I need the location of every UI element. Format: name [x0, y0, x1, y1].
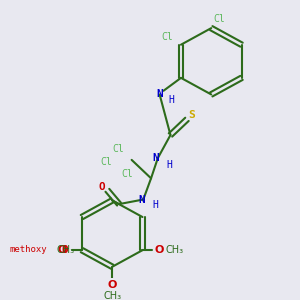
Text: N: N — [156, 89, 163, 100]
Text: CH₃: CH₃ — [57, 245, 75, 255]
Text: CH₃: CH₃ — [103, 291, 121, 300]
Text: Cl: Cl — [161, 32, 173, 42]
Text: N: N — [138, 194, 145, 205]
Text: S: S — [188, 110, 195, 120]
Text: CH₃: CH₃ — [166, 245, 184, 255]
Text: Cl: Cl — [112, 144, 124, 154]
Text: O: O — [107, 280, 117, 290]
Text: H: H — [168, 95, 174, 105]
Text: O: O — [154, 245, 164, 255]
Text: Cl: Cl — [100, 157, 112, 167]
Text: O: O — [98, 182, 105, 192]
Text: H: H — [152, 200, 158, 210]
Text: O: O — [57, 245, 66, 255]
Text: Cl: Cl — [213, 14, 225, 24]
Text: H: H — [167, 160, 172, 170]
Text: O: O — [61, 245, 68, 255]
Text: Cl: Cl — [121, 169, 133, 179]
Text: methoxy: methoxy — [9, 245, 47, 254]
Text: N: N — [152, 153, 159, 163]
